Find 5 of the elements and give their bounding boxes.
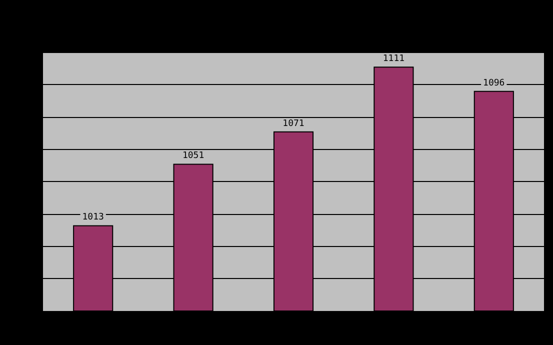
data-label: 1096	[483, 78, 505, 88]
data-label: 1111	[382, 54, 405, 64]
data-label: 1013	[82, 212, 104, 223]
data-label: 1071	[282, 118, 304, 129]
data-label: 1051	[182, 151, 204, 162]
